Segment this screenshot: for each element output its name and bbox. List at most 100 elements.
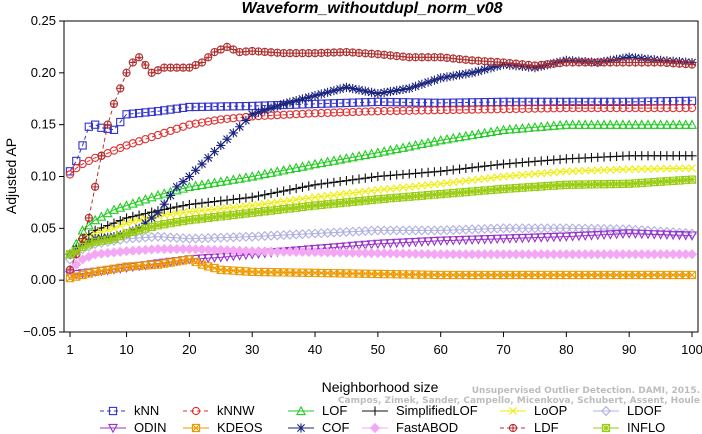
data-point bbox=[341, 82, 352, 92]
data-point bbox=[323, 108, 332, 117]
data-point bbox=[617, 229, 628, 240]
data-point bbox=[128, 217, 137, 226]
data-point bbox=[687, 175, 697, 184]
legend-label: FastABOD bbox=[396, 420, 458, 434]
data-point bbox=[172, 182, 182, 192]
data-point bbox=[548, 232, 559, 243]
data-point bbox=[141, 224, 150, 233]
data-point bbox=[417, 98, 426, 107]
data-point bbox=[492, 234, 503, 245]
data-point bbox=[210, 116, 219, 125]
data-point bbox=[228, 128, 238, 138]
data-point bbox=[442, 165, 452, 176]
data-point bbox=[669, 164, 678, 173]
x-axis: 1 10 20 30 40 50 60 70 80 90 100 bbox=[66, 332, 702, 357]
data-point bbox=[392, 98, 401, 107]
data-point bbox=[240, 172, 251, 182]
data-point bbox=[310, 180, 320, 190]
data-point bbox=[454, 131, 465, 142]
data-point bbox=[285, 97, 295, 107]
data-point bbox=[674, 231, 685, 241]
x-tick-label: 80 bbox=[559, 342, 573, 357]
data-point bbox=[543, 97, 552, 107]
data-point bbox=[328, 243, 339, 253]
data-point bbox=[467, 105, 477, 114]
data-point bbox=[655, 226, 666, 237]
data-point bbox=[391, 143, 402, 154]
data-point bbox=[191, 207, 200, 216]
data-point bbox=[593, 97, 602, 107]
data-point bbox=[353, 150, 365, 161]
data-point bbox=[511, 104, 521, 114]
data-point bbox=[467, 235, 478, 246]
data-point bbox=[686, 119, 698, 129]
data-point bbox=[373, 107, 383, 116]
data-point bbox=[656, 103, 665, 113]
data-point bbox=[524, 170, 533, 179]
data-point bbox=[178, 201, 188, 211]
data-point bbox=[536, 121, 547, 131]
data-point bbox=[229, 102, 238, 111]
series-lof bbox=[64, 119, 698, 259]
data-point bbox=[480, 105, 489, 114]
data-point bbox=[473, 235, 484, 245]
data-point bbox=[140, 194, 151, 204]
data-point bbox=[568, 103, 577, 113]
y-tick-label: 0.00 bbox=[31, 272, 56, 287]
data-point bbox=[197, 159, 207, 169]
data-point bbox=[574, 103, 584, 113]
data-point bbox=[379, 239, 390, 249]
data-point bbox=[367, 97, 376, 107]
data-point bbox=[354, 197, 364, 206]
series-layer bbox=[64, 42, 698, 283]
data-point bbox=[636, 229, 647, 240]
legend-item-knn: kNN bbox=[100, 403, 159, 418]
data-point bbox=[661, 230, 672, 241]
data-point bbox=[429, 75, 440, 85]
data-point bbox=[285, 204, 295, 213]
data-point bbox=[348, 175, 358, 185]
data-point bbox=[323, 200, 332, 209]
data-point bbox=[687, 270, 697, 280]
legend-label: kNNW bbox=[217, 403, 255, 418]
data-point bbox=[341, 242, 352, 252]
data-point bbox=[165, 203, 176, 213]
data-point bbox=[366, 240, 377, 250]
data-point bbox=[178, 177, 188, 187]
data-point bbox=[153, 208, 163, 218]
data-point bbox=[191, 215, 200, 224]
legend-marker bbox=[107, 423, 119, 434]
data-point bbox=[298, 202, 307, 212]
y-tick-label: 0.10 bbox=[31, 169, 56, 184]
data-point bbox=[504, 234, 515, 244]
x-tick-label: 70 bbox=[496, 342, 510, 357]
data-point bbox=[624, 229, 635, 239]
data-point bbox=[90, 182, 100, 192]
data-point bbox=[686, 231, 698, 241]
data-point bbox=[360, 149, 371, 160]
data-point bbox=[573, 119, 584, 129]
data-point bbox=[235, 210, 244, 219]
data-point bbox=[322, 156, 333, 166]
data-point bbox=[316, 244, 327, 254]
data-point bbox=[485, 126, 496, 137]
data-point bbox=[297, 161, 308, 171]
data-point bbox=[216, 102, 225, 111]
series-line-lof bbox=[69, 124, 692, 255]
data-point bbox=[72, 164, 81, 173]
data-point bbox=[260, 105, 270, 115]
data-point bbox=[386, 106, 395, 116]
data-point bbox=[417, 79, 427, 89]
data-point bbox=[122, 219, 131, 228]
data-point bbox=[341, 176, 352, 186]
data-point bbox=[505, 171, 514, 180]
data-point bbox=[127, 198, 138, 208]
data-point bbox=[222, 114, 232, 124]
legend: kNN kNNW LOF SimplifiedLOF LoOP LDOF ODIN KDEOS… bbox=[100, 403, 665, 434]
data-point bbox=[254, 207, 263, 217]
data-point bbox=[266, 103, 276, 113]
data-point bbox=[518, 170, 527, 179]
data-point bbox=[216, 196, 226, 206]
data-point bbox=[134, 196, 145, 206]
data-point bbox=[342, 98, 351, 108]
